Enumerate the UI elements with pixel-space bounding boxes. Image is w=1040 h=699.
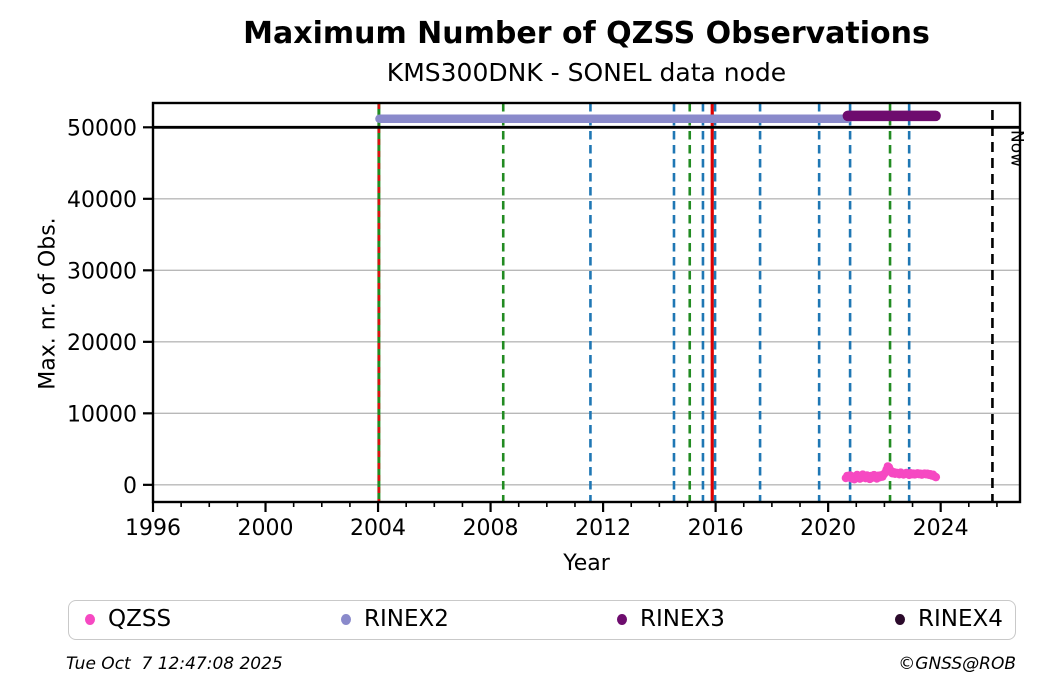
qzss-marker-icon xyxy=(85,614,95,625)
now-label: Now xyxy=(1006,130,1026,167)
credit-text: ©GNSS@ROB xyxy=(898,654,1016,674)
rinex2-marker-icon xyxy=(341,614,351,625)
legend-box: QZSS RINEX2 RINEX3 RINEX4 xyxy=(68,600,1016,640)
legend-item-rinex3: RINEX3 xyxy=(617,601,725,638)
x-tick-label: 2016 xyxy=(688,516,744,541)
chart-title: Maximum Number of QZSS Observations xyxy=(243,16,930,51)
x-tick-label: 2000 xyxy=(238,516,294,541)
x-tick-label: 2012 xyxy=(575,516,631,541)
x-tick-label: 2004 xyxy=(350,516,406,541)
legend-label-qzss: QZSS xyxy=(108,606,172,632)
legend-label-rinex3: RINEX3 xyxy=(640,606,725,632)
y-tick-label: 30000 xyxy=(67,259,137,284)
x-tick-label: 1996 xyxy=(125,516,181,541)
y-tick-label: 0 xyxy=(123,474,137,499)
y-tick-label: 10000 xyxy=(67,402,137,427)
y-tick-label: 40000 xyxy=(67,188,137,213)
x-tick-label: 2020 xyxy=(800,516,856,541)
legend-item-rinex2: RINEX2 xyxy=(341,601,449,638)
series-qzss-point xyxy=(931,472,941,482)
chart-subtitle: KMS300DNK - SONEL data node xyxy=(386,58,787,87)
y-tick-label: 20000 xyxy=(67,331,137,356)
x-axis-label: Year xyxy=(563,551,610,576)
legend-label-rinex2: RINEX2 xyxy=(364,606,449,632)
legend-item-rinex4: RINEX4 xyxy=(895,601,1003,638)
timestamp-text: Tue Oct 7 12:47:08 2025 xyxy=(66,654,283,674)
x-tick-label: 2008 xyxy=(463,516,519,541)
legend-label-rinex4: RINEX4 xyxy=(918,606,1003,632)
plot-border xyxy=(151,101,1022,504)
rinex3-marker-icon xyxy=(617,614,627,625)
legend-item-qzss: QZSS xyxy=(85,601,171,638)
rinex4-marker-icon xyxy=(895,614,905,625)
x-tick-label: 2024 xyxy=(913,516,969,541)
y-tick-label: 50000 xyxy=(67,116,137,141)
